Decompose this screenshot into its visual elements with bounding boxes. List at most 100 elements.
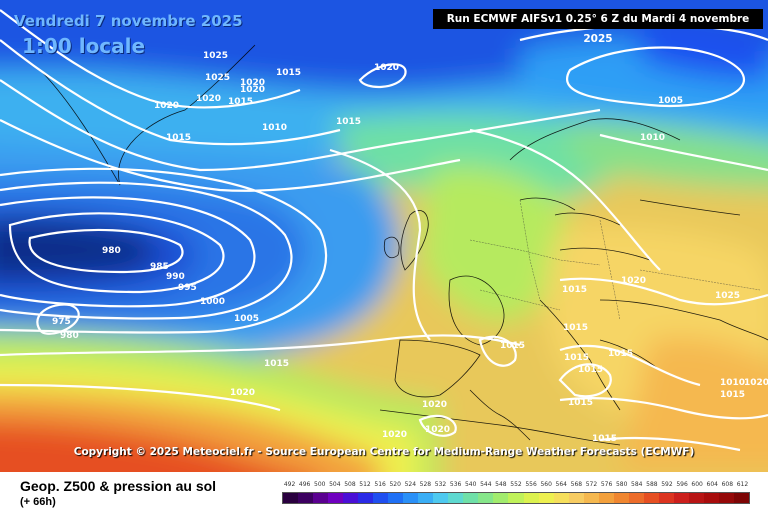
legend-tick-label: 548 xyxy=(495,481,507,488)
legend-swatch xyxy=(433,493,449,503)
legend-swatch xyxy=(313,493,329,503)
isobar-label: 1015 xyxy=(720,390,745,400)
forecast-date: Vendredi 7 novembre 2025 xyxy=(14,12,243,30)
isobar-label: 1020 xyxy=(240,78,265,88)
legend-swatch xyxy=(628,493,644,503)
isobar-label: 990 xyxy=(166,272,185,282)
copyright-notice: Copyright © 2025 Meteociel.fr - Source E… xyxy=(73,446,695,458)
legend-swatch xyxy=(613,493,629,503)
map-footer: Geop. Z500 & pression au sol (+ 66h) 492… xyxy=(0,472,768,512)
legend-tick-label: 584 xyxy=(631,481,643,488)
legend-swatch xyxy=(283,493,299,503)
legend-tick-label: 600 xyxy=(691,481,703,488)
isobar-label: 1005 xyxy=(234,314,259,324)
legend-tick-label: 544 xyxy=(480,481,492,488)
isobar-label: 975 xyxy=(52,317,71,327)
forecast-lead-time: (+ 66h) xyxy=(20,496,56,508)
legend-tick-label: 564 xyxy=(555,481,567,488)
legend-swatch xyxy=(358,493,374,503)
isobars xyxy=(0,9,768,452)
legend-tick-label: 576 xyxy=(600,481,613,488)
legend-tick-label: 536 xyxy=(449,481,462,488)
legend-swatch xyxy=(298,493,314,503)
legend-swatch xyxy=(328,493,344,503)
legend-swatch xyxy=(718,493,734,503)
legend-swatch xyxy=(403,493,419,503)
legend-swatch xyxy=(553,493,569,503)
legend-tick-label: 572 xyxy=(585,481,598,488)
legend-swatch xyxy=(583,493,599,503)
legend-tick-label: 532 xyxy=(434,481,447,488)
isobar-label: 1020 xyxy=(425,425,450,435)
coastlines xyxy=(39,44,768,446)
isobar-label: 1020 xyxy=(374,63,399,73)
legend-tick-label: 500 xyxy=(314,481,326,488)
legend-swatch xyxy=(688,493,704,503)
isobar-label: 1015 xyxy=(228,97,253,107)
legend-swatch xyxy=(703,493,719,503)
isobar-label: 1000 xyxy=(200,297,225,307)
forecast-time: 1:00 locale xyxy=(22,34,146,58)
isobar-label: 1010 xyxy=(640,133,665,143)
legend-tick-label: 512 xyxy=(359,481,371,488)
legend-swatch xyxy=(418,493,434,503)
legend-swatch xyxy=(733,493,749,503)
legend-tick-label: 608 xyxy=(721,481,734,488)
isobar-label: 1015 xyxy=(564,353,589,363)
legend-swatch xyxy=(538,493,554,503)
isobar-label: 1020 xyxy=(196,94,221,104)
isobar-label: 1015 xyxy=(563,323,588,333)
legend-tick-label: 592 xyxy=(661,481,673,488)
legend-swatch xyxy=(493,493,509,503)
isobar-label: 1015 xyxy=(276,68,301,78)
legend-tick-label: 568 xyxy=(570,481,583,488)
legend-swatch xyxy=(373,493,389,503)
legend-swatch xyxy=(388,493,404,503)
legend-swatch xyxy=(343,493,359,503)
isobar-label: 1005 xyxy=(658,96,683,106)
legend-tick-label: 496 xyxy=(298,481,311,488)
legend-tick-label: 540 xyxy=(464,481,477,488)
isobar-label: 1025 xyxy=(203,51,228,61)
legend-tick-label: 596 xyxy=(676,481,688,488)
legend-swatch xyxy=(643,493,659,503)
legend-tick-label: 524 xyxy=(404,481,417,488)
isobar-label: 1020 xyxy=(382,430,407,440)
legend-swatch xyxy=(448,493,464,503)
isobar-label: 1015 xyxy=(500,341,525,351)
isobar-label: 1015 xyxy=(264,359,289,369)
color-scale-legend xyxy=(282,492,750,504)
isobar-label: 995 xyxy=(178,283,197,293)
legend-tick-label: 508 xyxy=(344,481,356,488)
isobar-label: 1015 xyxy=(568,398,593,408)
legend-tick-label: 492 xyxy=(283,481,296,488)
isobar-label: 1020 xyxy=(422,400,447,410)
isobar-label: 1015 xyxy=(166,133,191,143)
legend-tick-label: 580 xyxy=(615,481,628,488)
legend-tick-label: 560 xyxy=(540,481,552,488)
legend-swatch xyxy=(508,493,524,503)
legend-tick-label: 504 xyxy=(329,481,341,488)
isobar-label: 1015 xyxy=(578,365,603,375)
legend-swatch xyxy=(478,493,494,503)
legend-tick-label: 556 xyxy=(525,481,537,488)
isobar-label: 1015 xyxy=(608,349,633,359)
legend-tick-label: 520 xyxy=(389,481,401,488)
isobar-label: 1020 xyxy=(240,85,265,95)
isobar-label: 1015 xyxy=(592,434,617,444)
isobar-label: 1015 xyxy=(562,285,587,295)
legend-tick-label: 516 xyxy=(374,481,386,488)
legend-tick-label: 604 xyxy=(706,481,718,488)
legend-tick-label: 552 xyxy=(510,481,522,488)
legend-swatch xyxy=(568,493,584,503)
legend-swatch xyxy=(598,493,614,503)
isobar-label: 1020 xyxy=(154,101,179,111)
legend-tick-labels: 492 496 500 504 508 512 516 520 524 528 532 536 540 5… xyxy=(282,481,750,491)
legend-swatch xyxy=(523,493,539,503)
legend-tick-label: 588 xyxy=(646,481,658,488)
isobar-label: 1020 xyxy=(230,388,255,398)
isobar-label: 1015 xyxy=(336,117,361,127)
